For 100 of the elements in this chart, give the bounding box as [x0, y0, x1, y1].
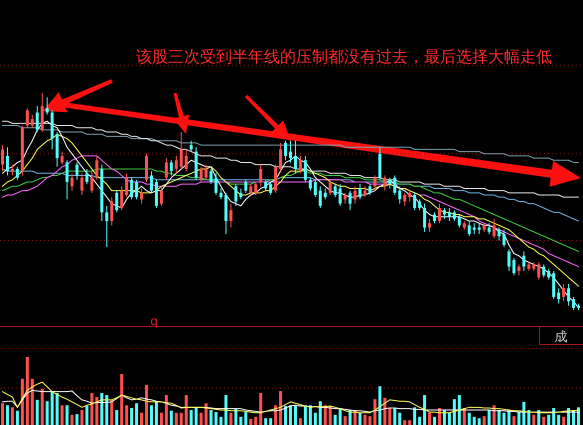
bar: [279, 391, 282, 425]
candlestick: [438, 203, 441, 224]
bar: [403, 420, 406, 425]
candlestick: [10, 164, 14, 176]
candlestick: [403, 192, 406, 206]
bar: [75, 414, 78, 425]
bar: [244, 412, 248, 425]
bar: [433, 416, 436, 425]
candlestick: [85, 168, 88, 185]
candlestick: [1, 144, 4, 172]
candlestick: [308, 177, 312, 192]
candlestick: [90, 170, 94, 194]
bar: [174, 412, 178, 425]
bar: [60, 405, 64, 425]
bar: [562, 416, 566, 425]
candlestick: [413, 192, 416, 211]
bar: [204, 403, 208, 425]
candlestick: [423, 203, 426, 232]
candlestick: [334, 184, 337, 198]
bar: [442, 410, 446, 425]
candlestick: [239, 188, 242, 200]
bar: [458, 395, 461, 425]
bar: [344, 416, 347, 425]
candlestick: [358, 184, 362, 200]
bar: [200, 412, 203, 425]
candlestick: [274, 164, 278, 194]
candlestick: [154, 179, 158, 209]
candlestick: [552, 270, 556, 300]
candlestick: [204, 164, 208, 180]
candlestick: [304, 155, 307, 182]
bar: [90, 393, 94, 425]
bar: [70, 414, 74, 425]
candlestick: [80, 172, 84, 196]
candlestick: [30, 114, 34, 128]
candlestick: [140, 188, 144, 204]
bar: [224, 395, 228, 425]
candlestick: [542, 264, 546, 278]
candlestick: [557, 288, 560, 304]
candlestick: [348, 190, 352, 211]
bar: [239, 416, 242, 425]
candlestick: [344, 192, 347, 204]
text: q: [150, 314, 158, 328]
candlestick: [448, 208, 451, 222]
candlestick: [279, 142, 282, 172]
candlestick: [145, 153, 148, 182]
bar: [100, 393, 104, 425]
candlestick: [66, 160, 69, 200]
candlestick: [210, 168, 213, 185]
candlestick: [170, 160, 173, 176]
candlestick: [259, 164, 262, 187]
bar: [482, 416, 486, 425]
candlestick: [190, 140, 193, 152]
bar: [498, 410, 501, 425]
candlestick: [442, 208, 446, 220]
bar: [348, 410, 352, 425]
bar: [170, 410, 173, 425]
bar: [318, 401, 322, 425]
candlestick: [314, 179, 317, 198]
candlestick: [433, 212, 436, 224]
candlestick: [16, 166, 19, 180]
bar: [502, 412, 506, 425]
candlestick: [229, 203, 232, 228]
candlestick: [70, 172, 74, 192]
bar: [105, 395, 108, 425]
bar: [210, 410, 213, 425]
candlestick: [547, 268, 550, 280]
bar: [194, 407, 198, 425]
candlestick: [373, 174, 376, 192]
candlestick: [160, 186, 163, 206]
candlestick: [318, 186, 322, 209]
candlestick: [338, 184, 342, 206]
candlestick: [567, 283, 570, 306]
bar: [269, 418, 272, 425]
candlestick: [383, 174, 386, 192]
chart-title: 成: [554, 330, 568, 345]
bar: [314, 412, 317, 425]
bar: [284, 406, 288, 425]
bar: [264, 418, 268, 425]
bar: [30, 378, 34, 425]
bar: [214, 412, 218, 425]
bar: [532, 414, 536, 425]
candlestick: [264, 179, 268, 192]
bar: [125, 405, 128, 425]
candlestick: [418, 198, 422, 211]
bar: [259, 393, 262, 425]
bar: [423, 395, 426, 425]
candlestick: [368, 184, 372, 196]
candlestick: [174, 155, 178, 174]
candlestick: [562, 283, 566, 302]
bar: [10, 407, 14, 425]
candlestick: [36, 106, 39, 133]
bar: [130, 408, 134, 425]
bar: [140, 412, 144, 425]
bar: [338, 408, 342, 425]
bar: [294, 406, 297, 425]
chart-title: 该股三次受到半年线的压制都没有过去，最后选择大幅走低: [136, 47, 552, 66]
bar: [135, 403, 138, 425]
candlestick: [512, 257, 516, 276]
bar: [20, 378, 24, 425]
bar: [40, 388, 44, 425]
